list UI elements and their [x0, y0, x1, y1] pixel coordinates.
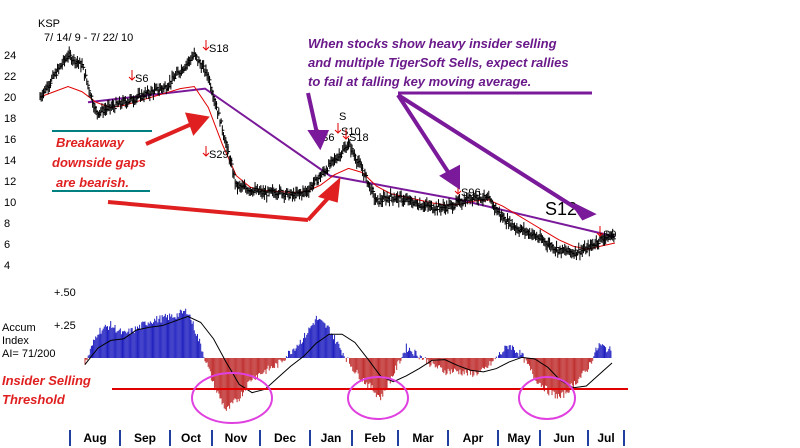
price-tick-label: 4 — [4, 260, 10, 272]
price-tick-label: 20 — [4, 92, 16, 104]
headline-line-2: and multiple TigerSoft Sells, expect ral… — [308, 55, 569, 70]
month-label: Oct — [181, 431, 201, 445]
signal-arrow-head — [342, 135, 350, 140]
signal-label: S96 — [461, 187, 481, 199]
price-tick-label: 12 — [4, 176, 16, 188]
selling-circle-jun — [518, 376, 576, 420]
price-tick-label: 22 — [4, 71, 16, 83]
accum-tick-label: +.50 — [54, 287, 76, 299]
price-tick-label: 8 — [4, 218, 10, 230]
month-label: Sep — [134, 431, 156, 445]
ticker-label: KSP — [38, 18, 60, 30]
selling-circle-nov — [191, 372, 273, 424]
signal-label: S12 — [545, 199, 577, 219]
accum-axis: +.50 +.25 — [54, 287, 76, 332]
accum-label-line-3: AI= 71/200 — [2, 348, 56, 360]
price-bars — [39, 46, 616, 261]
signal-arrow-head — [128, 76, 136, 81]
purple-arrows — [306, 92, 597, 221]
accum-label-line-2: Index — [2, 335, 29, 347]
date-range-label: 7/ 14/ 9 - 7/ 22/ 10 — [44, 32, 133, 44]
accum-index-bars — [84, 308, 612, 411]
price-tick-label: 6 — [4, 239, 10, 251]
gaps-note-line-1: Breakaway — [56, 135, 125, 150]
gaps-note-line-3: are bearish. — [56, 175, 129, 190]
month-label: Apr — [463, 431, 484, 445]
month-label: Nov — [225, 431, 248, 445]
headline-line-1: When stocks show heavy insider selling — [308, 36, 557, 51]
signal-arrow-head — [202, 46, 210, 51]
price-tick-label: 18 — [4, 113, 16, 125]
month-label: Aug — [83, 431, 106, 445]
signal-label: S29 — [209, 149, 229, 161]
accum-index-ma — [84, 315, 613, 394]
accum-tick-label: +.25 — [54, 320, 76, 332]
selling-circle-feb — [347, 376, 409, 420]
purple-moving-average — [87, 87, 616, 238]
signal-label: S18 — [209, 43, 229, 55]
signal-label: S9 — [603, 229, 616, 241]
month-label: May — [507, 431, 531, 445]
insider-note-line-1: Insider Selling — [2, 373, 91, 388]
month-label: Jan — [321, 431, 342, 445]
signal-arrow-head — [334, 129, 342, 134]
gaps-note-line-2: downside gaps — [52, 155, 146, 170]
price-tick-label: 16 — [4, 134, 16, 146]
month-label: Feb — [364, 431, 385, 445]
price-tick-label: 10 — [4, 197, 16, 209]
month-axis: Aug Sep Oct Nov Dec Jan Feb Mar Apr May Jun Jul — [69, 430, 625, 446]
signal-label: S — [339, 111, 346, 123]
red-arrows — [107, 112, 341, 222]
price-tick-label: 14 — [4, 155, 16, 167]
month-label: Dec — [274, 431, 296, 445]
month-label: Jul — [597, 431, 614, 445]
accum-label-line-1: Accum — [2, 322, 36, 334]
price-tick-label: 24 — [4, 50, 16, 62]
month-label: Mar — [412, 431, 434, 445]
price-axis: 24 22 20 18 16 14 12 10 8 6 4 — [4, 50, 16, 272]
signal-label: S18 — [349, 132, 369, 144]
insider-note-line-2: Threshold — [2, 392, 66, 407]
signal-arrow-head — [202, 152, 210, 157]
headline-line-3: to fail at falling key moving average. — [308, 74, 531, 89]
month-label: Jun — [553, 431, 574, 445]
signal-label: S6 — [135, 73, 148, 85]
signal-arrow-head — [454, 190, 462, 195]
signal-arrow-head — [596, 232, 604, 237]
